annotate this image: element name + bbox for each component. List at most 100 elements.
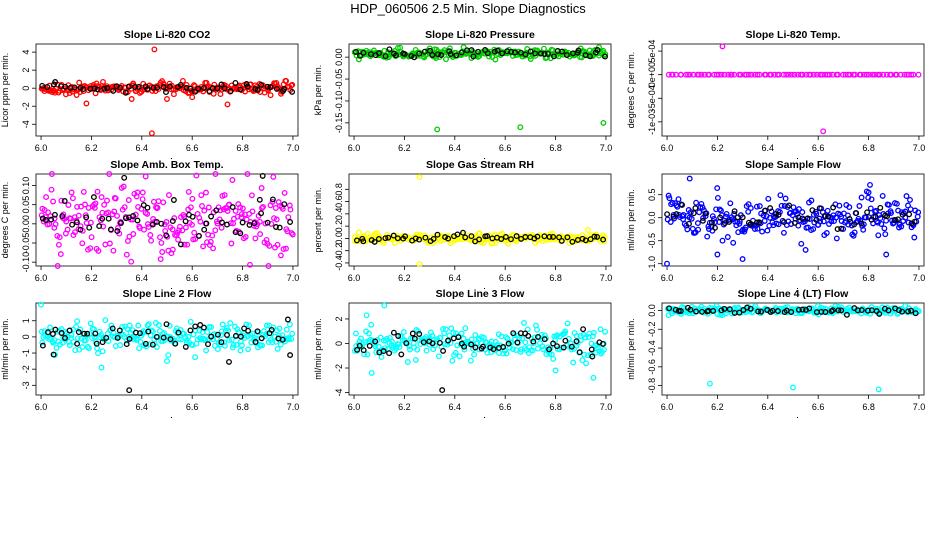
y-tick-label: 0 [334,341,344,346]
panel-3: Slope Li-820 Temp. 6.0 6.2 6.4 6.6 6.8 7.0 -1e-… [626,29,925,159]
point-black [279,336,286,343]
point-colored [55,241,62,248]
point-colored [754,71,761,78]
point-colored [184,241,191,248]
point-colored [879,192,886,199]
point-colored [876,71,883,78]
point-colored [276,325,283,332]
point-black [559,48,566,55]
point-black [150,84,157,91]
point-black [853,210,860,217]
point-black [289,88,296,95]
point-black [420,339,427,346]
point-colored [462,325,469,332]
point-colored [238,214,245,221]
point-black [101,85,108,92]
point-colored [121,204,128,211]
point-colored [510,231,517,238]
point-black [551,53,557,60]
point-black [360,238,367,245]
point-colored [541,332,548,339]
x-tick-label: 6.8 [549,143,562,153]
point-colored [142,328,149,335]
point-colored [87,245,94,252]
point-black [237,86,244,93]
point-black [144,204,151,211]
scatter-points [664,175,922,267]
point-black [276,224,283,231]
y-tick-label: 0.0 [334,232,344,245]
point-colored [442,326,449,333]
point-colored [280,246,287,253]
point-black [169,218,176,225]
point-colored [101,201,108,208]
point-colored [765,195,772,202]
point-colored [162,227,169,234]
point-colored [690,71,697,78]
point-black [412,235,419,242]
point-colored [136,345,143,352]
point-colored [779,217,786,224]
x-tick-label: 6.2 [398,273,411,283]
point-colored [54,263,61,269]
point-black [731,208,738,215]
panel-6: Slope Sample Flow 6.0 6.2 6.4 6.6 6.8 7.0 -1.0 -… [626,159,925,289]
point-colored [148,327,155,334]
point-black [208,213,215,220]
point-colored [204,239,210,246]
point-black [203,220,210,227]
point-colored [155,322,162,329]
point-colored [582,334,589,341]
point-outlier [714,251,721,258]
point-colored [228,240,235,247]
scatter-points [38,301,296,394]
point-black [125,83,132,90]
point-outlier [664,260,670,267]
point-colored [69,195,76,202]
point-black [430,235,437,242]
point-black [809,207,816,214]
point-black [189,213,196,220]
point-black [717,214,724,221]
point-black [232,79,239,86]
point-colored [94,188,101,195]
point-colored [247,261,253,268]
point-black [534,233,541,240]
point-colored [274,241,281,248]
point-colored [725,71,732,78]
point-colored [269,198,276,205]
point-black [130,213,137,219]
point-black [109,325,116,332]
point-black [254,86,261,93]
point-colored [72,229,78,236]
point-black [421,48,428,55]
point-black [237,333,244,340]
point-black [708,219,715,226]
point-black [110,87,117,94]
point-black [692,205,699,212]
point-black [455,334,462,341]
point-colored [169,246,176,253]
point-black [380,348,387,355]
y-tick-label: 5e-04 [647,40,657,63]
point-black [589,353,596,360]
point-black [587,236,594,243]
point-outlier [164,358,170,365]
y-axis-label: degrees C per min. [0,182,10,259]
point-colored [414,346,421,353]
x-tick-label: 6.2 [711,273,724,283]
point-black [573,338,580,345]
point-colored [79,240,86,247]
point-colored [756,203,763,210]
point-colored [499,230,506,237]
point-colored [286,321,293,328]
point-black [821,213,828,220]
point-colored [394,45,401,51]
point-black [77,226,84,233]
point-black [226,358,232,365]
point-black [123,215,129,222]
point-black [858,220,865,227]
point-black [718,307,725,314]
point-colored [229,344,236,351]
point-black [911,218,918,225]
